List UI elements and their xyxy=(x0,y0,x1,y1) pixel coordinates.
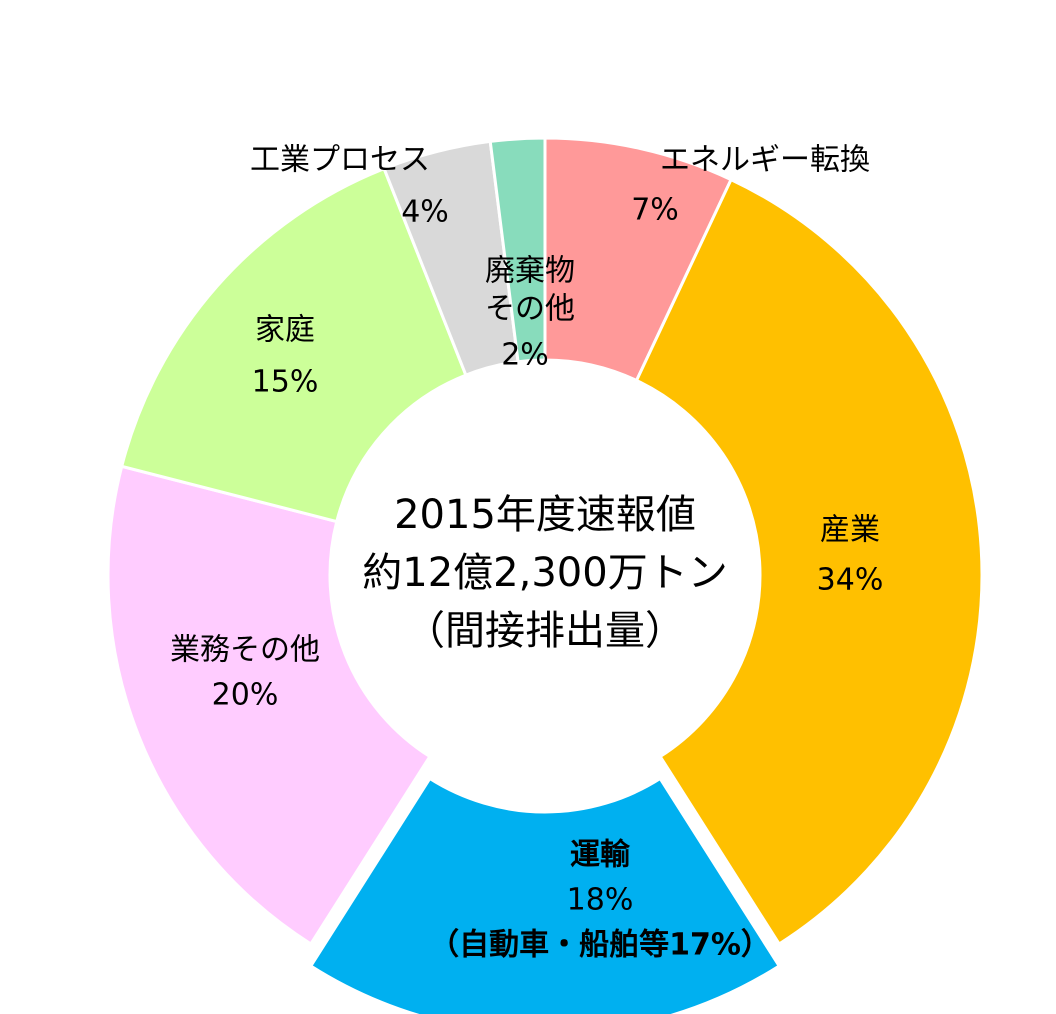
label: 34% xyxy=(816,562,884,598)
label: 産業 xyxy=(820,512,880,548)
label: 7% xyxy=(631,192,679,228)
donut-slice xyxy=(488,136,547,364)
label: （自動車・船舶等17%） xyxy=(429,927,771,963)
donut-slice xyxy=(308,776,782,1014)
donut-slice xyxy=(106,464,432,947)
label: （間接排出量） xyxy=(405,608,685,654)
label: 業務その他 xyxy=(170,632,320,668)
label: 工業プロセス xyxy=(250,142,430,178)
label: 4% xyxy=(401,194,449,230)
label: 2015年度速報値 xyxy=(394,492,696,538)
label: 運輸 xyxy=(570,837,630,873)
label: 2% xyxy=(501,337,549,373)
donut-slice xyxy=(119,166,468,524)
label: 家庭 xyxy=(255,312,315,348)
label: エネルギー転換 xyxy=(660,142,870,178)
label: 20% xyxy=(211,677,279,713)
label: 15% xyxy=(251,364,319,400)
label: 約12億2,300万トン xyxy=(362,550,728,596)
label: 18% xyxy=(566,882,634,918)
label: 廃棄物 その他 xyxy=(485,253,575,327)
donut-slice xyxy=(634,177,984,947)
